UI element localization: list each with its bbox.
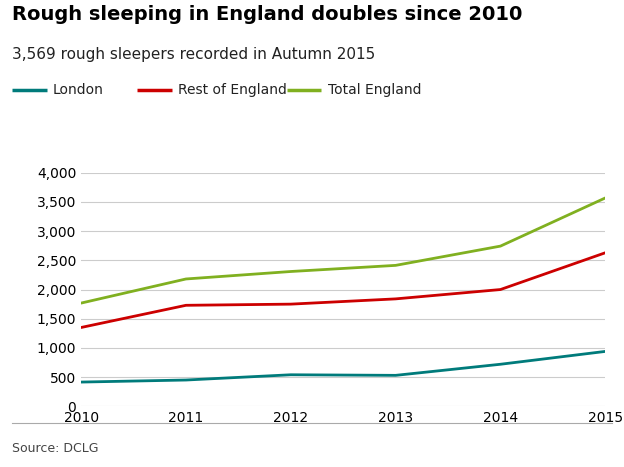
Total England (602, 195, 609, 201)
London (392, 373, 399, 378)
Rest of England (287, 301, 295, 307)
Rest of England (497, 287, 504, 292)
London (77, 379, 85, 385)
Text: Total England: Total England (328, 83, 421, 97)
Text: Rough sleeping in England doubles since 2010: Rough sleeping in England doubles since … (12, 5, 523, 24)
London (287, 372, 295, 377)
Total England (77, 300, 85, 306)
Rest of England (182, 303, 190, 308)
Rest of England (392, 296, 399, 302)
London (602, 348, 609, 354)
Line: London: London (81, 351, 605, 382)
London (182, 377, 190, 383)
Total England (392, 262, 399, 268)
Total England (497, 243, 504, 249)
Text: 3,569 rough sleepers recorded in Autumn 2015: 3,569 rough sleepers recorded in Autumn … (12, 47, 376, 62)
Text: Rest of England: Rest of England (178, 83, 286, 97)
London (497, 361, 504, 367)
Rest of England (602, 250, 609, 255)
Text: London: London (53, 83, 104, 97)
Total England (287, 269, 295, 274)
Rest of England (77, 325, 85, 330)
Total England (182, 276, 190, 282)
Line: Rest of England: Rest of England (81, 253, 605, 327)
Line: Total England: Total England (81, 198, 605, 303)
Text: Source: DCLG: Source: DCLG (12, 442, 99, 455)
